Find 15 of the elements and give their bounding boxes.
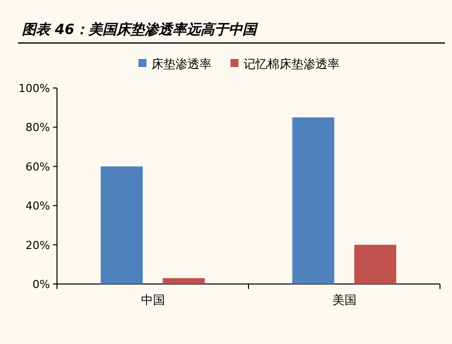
y-tick-label: 80% [26,121,50,134]
bar [292,117,334,284]
y-tick-label: 0% [32,278,50,291]
chart-title: 图表 46：美国床垫渗透率远高于中国 [22,21,258,38]
x-tick-label: 中国 [140,293,165,307]
legend-label: 床垫渗透率 [152,57,212,71]
y-tick-label: 20% [26,238,50,252]
y-tick-label: 100% [18,82,50,95]
bar [100,166,143,284]
y-tick-label: 60% [26,160,50,174]
y-tick-label: 40% [26,200,50,213]
bar [354,244,396,284]
bar [162,278,205,284]
legend-label: 记忆棉床垫渗透率 [244,57,340,71]
x-tick-label: 美国 [332,293,356,307]
